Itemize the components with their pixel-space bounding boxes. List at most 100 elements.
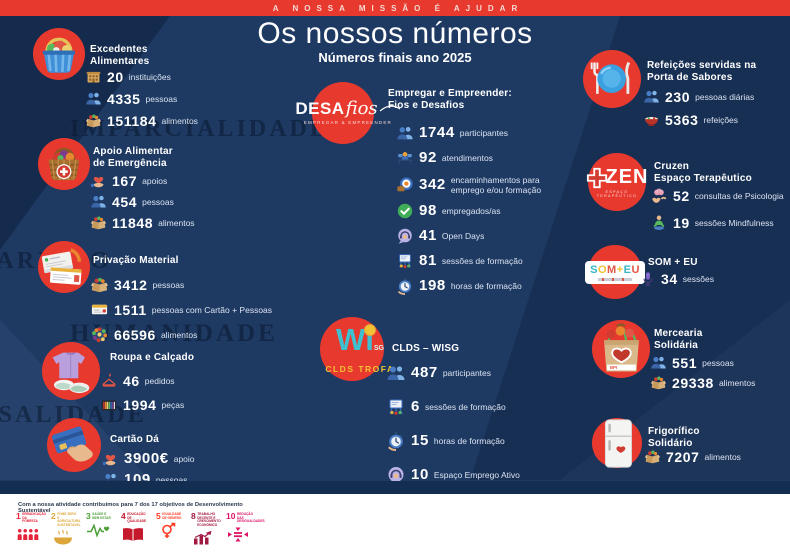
stats-list: 230 pessoas diárias 5363 refeições [643, 88, 754, 134]
grocery-logo: BPI [592, 320, 650, 378]
stat-con: 52 consultas de Psicologia [650, 187, 784, 205]
sdg-label: Redução das Desigualdades [236, 512, 265, 524]
stat-value: 7207 [666, 448, 700, 465]
headset-icon [396, 227, 414, 245]
stat-value: 52 [673, 188, 690, 204]
sdg-number: 3 [86, 511, 91, 521]
stat-label: pessoas com Cartão + Pessoas [151, 304, 273, 315]
people-icon [85, 90, 102, 107]
stat-value: 342 [419, 175, 446, 193]
stat-value: 29338 [672, 374, 714, 391]
stat-value: 167 [112, 172, 138, 189]
section-title: Cartão Dá [110, 434, 160, 445]
stat-pe: 551 pessoas [650, 354, 755, 371]
sdg-label: Trabalho Decente e Crescimento Económico [197, 512, 221, 527]
stat-label: horas de formação [433, 436, 505, 447]
stat-value: 98 [419, 202, 437, 219]
stat-label: pessoas [145, 93, 178, 104]
sdg-number: 1 [16, 511, 21, 521]
heart-hand-icon [102, 450, 119, 467]
stat-label: horas de formação [450, 281, 522, 292]
stat-label: peças [161, 400, 185, 411]
stat-pedido: 46 pedidos [100, 372, 184, 390]
stat-value: 81 [419, 252, 437, 269]
someu-wordmark: SOM+EU [585, 260, 645, 284]
sdg-4: 4 Educação de Qualidade [121, 511, 150, 546]
stat-label: encaminhamentos para emprego e/ou formaçã… [450, 175, 542, 195]
clds-wordmark: Wı SG CLDS TROFA [325, 322, 395, 374]
svg-text:BPI: BPI [609, 365, 616, 370]
stats-list: 551 pessoas 29338 alimentos [650, 354, 755, 394]
sdg-number: 4 [121, 511, 126, 521]
section-title: SOM + EU [648, 257, 698, 268]
people-icon [90, 193, 107, 210]
stat-participante: 487 participantes [386, 363, 520, 383]
stats-list: 20 instituições 4335 pessoas 151184 alimentos [85, 68, 198, 134]
stat-value: 20 [107, 68, 124, 85]
clds-logo: Wı SG CLDS TROFA [320, 317, 393, 381]
stat-alimento: 66596 alimentos [90, 325, 272, 344]
stat-label: pessoas diárias [695, 91, 755, 102]
desk-icon [396, 149, 414, 167]
basket-logo [33, 28, 85, 80]
stat-label: sessões Mindfulness [694, 218, 774, 229]
stat-encaminhamento: 342 encaminhamentos para emprego e/ou form… [396, 174, 541, 195]
sdg-label: Igualdade de Género [162, 512, 182, 520]
stat-value: 6 [411, 398, 420, 415]
section-title: Roupa e Calçado [110, 352, 195, 363]
sdg-2: 2 Fome Zero e Agricultura Sustentável [51, 512, 81, 546]
drawer-icon [100, 396, 118, 414]
section-title: Privação Material [93, 255, 179, 266]
stopwatch-icon [386, 431, 406, 451]
brain-icon [650, 187, 668, 205]
page-title: Os nossos números [257, 17, 533, 50]
mission-banner: A NOSSA MISSÃO É AJUDAR [0, 0, 790, 16]
building-icon [85, 68, 102, 85]
stat-participante: 1744 participantes [396, 124, 541, 142]
stat-label: alimentos [158, 217, 195, 228]
bowl-icon [643, 111, 660, 128]
stats-list: 487 participantes 6 sessões de formação 15 ho… [386, 363, 520, 499]
stat-hora: 15 horas de formação [386, 431, 520, 451]
stats-list: 7207 alimentos [644, 448, 741, 469]
sdg-label: Fome Zero e Agricultura Sustentável [57, 512, 81, 527]
stat-value: 1744 [419, 124, 455, 141]
microphone-icon [640, 271, 656, 287]
stats-list: 34 sessões [640, 271, 714, 291]
stat-empregado: 98 empregados/as [396, 202, 541, 220]
stat-: 81 sessões de formação [396, 252, 541, 270]
stat-peça: 1994 peças [100, 396, 184, 414]
section-title: Cruzen Espaço Terapêutico [654, 161, 752, 184]
sdg-people-icon [16, 526, 45, 543]
check-icon [396, 202, 414, 220]
stat-open day: 41 Open Days [396, 227, 541, 245]
stat-label: pessoas [155, 474, 188, 485]
people-icon [650, 354, 667, 371]
zen-logo: ZEN ESPAÇO TERAPÊUTICO [586, 153, 648, 211]
stat-label: alimentos [161, 115, 198, 126]
sdg-8: 8 Trabalho Decente e Crescimento Económic… [191, 512, 221, 546]
stat-value: 66596 [114, 326, 156, 343]
board-icon [386, 397, 406, 417]
sdg-3: 3 Saúde e Bem Estar [86, 511, 115, 546]
food-box-icon [90, 214, 107, 231]
stat-value: 3412 [114, 276, 148, 293]
stat-value: 19 [673, 215, 690, 231]
stat-value: 3900€ [124, 449, 169, 467]
stat-value: 10 [411, 466, 429, 483]
section-title: Frigorífico Solidário [648, 426, 700, 449]
stats-list: 52 consultas de Psicologia 19 sessões Mindf… [650, 187, 784, 241]
sdg-label: Saúde e Bem Estar [92, 512, 111, 520]
sdg-label: Educação de Qualidade [127, 512, 147, 524]
stats-list: 46 pedidos 1994 peças [100, 372, 184, 420]
hanger-icon [100, 372, 118, 390]
stat-label: refeições [703, 114, 739, 125]
section-title: Mercearia Solidária [654, 328, 703, 351]
footer: Com a nossa atividade contribuímos para … [0, 494, 790, 559]
stat-refeiçõe: 5363 refeições [643, 111, 754, 128]
stat-value: 454 [112, 193, 138, 210]
clothes-logo [42, 342, 100, 400]
stat-label: pessoas [142, 196, 174, 207]
stat-apoio: 167 apoios [90, 172, 195, 189]
someu-logo: SOM+EU [585, 245, 645, 299]
